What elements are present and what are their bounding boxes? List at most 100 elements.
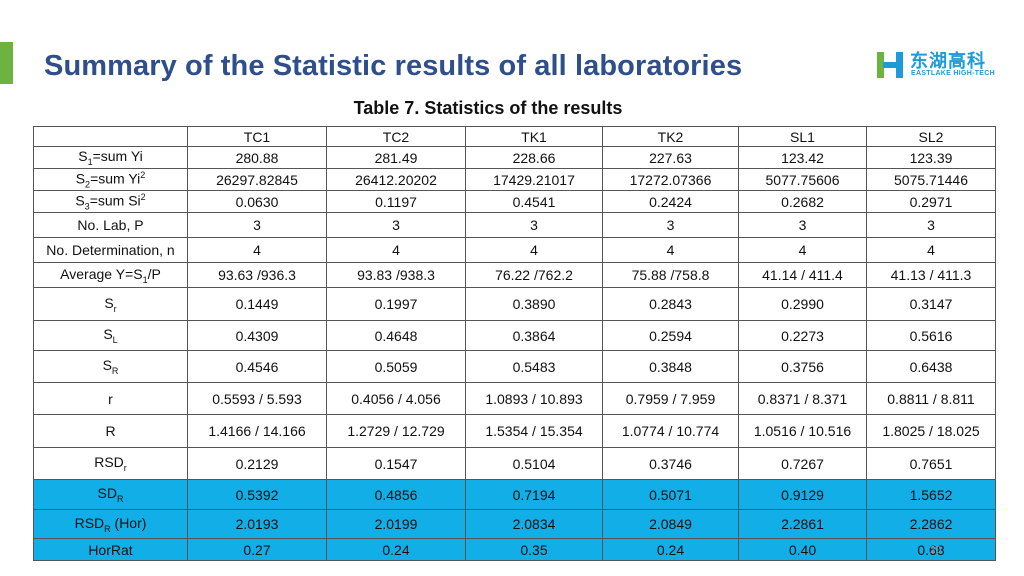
table-cell: 2.0193 [187, 509, 327, 539]
table-cell: 0.6438 [866, 350, 996, 383]
table-cell: 0.4541 [465, 190, 603, 213]
table-row: S1=sum Yi 280.88 281.49 228.66 227.63 123.42 1… [33, 146, 996, 169]
statistics-table: TC1 TC2 TK1 TK2 SL1 SL2 S1=sum Yi 280.88 2… [33, 126, 996, 561]
row-label-text: S [102, 357, 112, 374]
column-header: TC2 [326, 126, 466, 147]
row-label-superscript: 2 [140, 169, 146, 180]
row-label: r [33, 382, 188, 415]
table-cell: 0.35 [465, 538, 603, 561]
table-cell: 2.0849 [602, 509, 739, 539]
table-row: RSDr 0.2129 0.1547 0.5104 0.3746 0.7267 0.7651 [33, 447, 996, 480]
table-cell: 1.8025 / 18.025 [866, 414, 996, 448]
table-cell: 281.49 [326, 146, 466, 169]
table-cell: 0.4546 [187, 350, 327, 383]
table-cell: 2.2861 [738, 509, 867, 539]
row-label: R [33, 414, 188, 448]
row-label-suffix: /P [147, 265, 161, 282]
table-caption: Table 7. Statistics of the results [353, 98, 623, 118]
column-header: SL1 [738, 126, 867, 147]
row-label-text: S [103, 326, 113, 343]
row-label-text: Average Y=S [60, 265, 143, 282]
row-label: RSDr [33, 447, 188, 480]
table-cell: 5075.71446 [866, 168, 996, 191]
row-label-subscript: 3 [84, 201, 90, 212]
row-label-suffix: =sum Yi [90, 170, 141, 187]
table-cell: 1.4166 / 14.166 [187, 414, 327, 448]
table-row: SL 0.4309 0.4648 0.3864 0.2594 0.2273 0.5616 [33, 320, 996, 351]
table-cell: 93.63 /936.3 [187, 262, 327, 288]
row-label-text: SD [97, 485, 117, 502]
table-header-row: TC1 TC2 TK1 TK2 SL1 SL2 [33, 126, 996, 147]
logo-chinese-text: 东湖高科 [910, 51, 986, 72]
row-label: S2=sum Yi2 [33, 168, 188, 191]
row-label-suffix: (Hor) [110, 514, 147, 531]
table-cell: 1.0516 / 10.516 [738, 414, 867, 448]
corner-cell [33, 126, 188, 147]
table-row: r 0.5593 / 5.593 0.4056 / 4.056 1.0893 / 10… [33, 382, 996, 415]
row-label-text: RSD [94, 454, 124, 471]
table-cell: 123.39 [866, 146, 996, 169]
table-cell: 1.0774 / 10.774 [602, 414, 739, 448]
table-cell: 0.5392 [187, 479, 327, 510]
table-cell: 0.68 [866, 538, 996, 561]
table-cell: 2.0834 [465, 509, 603, 539]
table-cell: 0.3848 [602, 350, 739, 383]
row-label: RSDR (Hor) [33, 509, 188, 539]
table-cell: 0.5593 / 5.593 [187, 382, 327, 415]
row-label: SL [33, 320, 188, 351]
table-cell: 0.2424 [602, 190, 739, 213]
table-cell: 0.3746 [602, 447, 739, 480]
row-label-subscript: r [123, 462, 127, 473]
table-cell: 0.2990 [738, 287, 867, 321]
table-cell: 4 [465, 237, 603, 263]
row-label: No. Lab, P [33, 212, 188, 238]
table-cell: 1.2729 / 12.729 [326, 414, 466, 448]
table-cell: 2.2862 [866, 509, 996, 539]
table-cell: 0.2682 [738, 190, 867, 213]
logo-mark-icon [877, 52, 903, 78]
table-cell: 0.5071 [602, 479, 739, 510]
table-cell: 3 [866, 212, 996, 238]
table-cell: 0.7267 [738, 447, 867, 480]
table-cell: 0.1449 [187, 287, 327, 321]
row-label-text: RSD [74, 514, 105, 531]
row-label: S3=sum Si2 [33, 190, 188, 213]
table-cell: 227.63 [602, 146, 739, 169]
table-cell: 0.5616 [866, 320, 996, 351]
table-cell: 26412.20202 [326, 168, 466, 191]
row-label-subscript: 1 [142, 274, 148, 285]
row-label-text: S [78, 148, 88, 165]
table-cell: 0.2843 [602, 287, 739, 321]
table-row: SDR 0.5392 0.4856 0.7194 0.5071 0.9129 1.5652 [33, 479, 996, 510]
column-header: TC1 [187, 126, 327, 147]
row-label: Sr [33, 287, 188, 321]
table-cell: 3 [187, 212, 327, 238]
table-row: HorRat 0.27 0.24 0.35 0.24 0.40 0.68 [33, 538, 996, 561]
table-cell: 3 [602, 212, 739, 238]
row-label: Average Y=S1/P [33, 262, 188, 288]
table-cell: 17272.07366 [602, 168, 739, 191]
table-cell: 0.4056 / 4.056 [326, 382, 466, 415]
row-label: S1=sum Yi [33, 146, 188, 169]
table-cell: 0.7651 [866, 447, 996, 480]
table-cell: 0.8371 / 8.371 [738, 382, 867, 415]
row-label-subscript: 1 [87, 156, 93, 167]
table-cell: 0.3147 [866, 287, 996, 321]
table-cell: 0.3756 [738, 350, 867, 383]
table-row: S3=sum Si2 0.0630 0.1197 0.4541 0.2424 0.2682… [33, 190, 996, 213]
table-cell: 4 [738, 237, 867, 263]
table-cell: 0.3890 [465, 287, 603, 321]
table-cell: 26297.82845 [187, 168, 327, 191]
table-cell: 0.2594 [602, 320, 739, 351]
table-cell: 280.88 [187, 146, 327, 169]
table-row: RSDR (Hor) 2.0193 2.0199 2.0834 2.0849 2.2861… [33, 509, 996, 539]
table-cell: 0.5104 [465, 447, 603, 480]
row-label: SR [33, 350, 188, 383]
column-header: TK1 [465, 126, 603, 147]
table-cell: 5077.75606 [738, 168, 867, 191]
table-cell: 0.5059 [326, 350, 466, 383]
row-label-text: r [108, 390, 113, 407]
table-cell: 0.9129 [738, 479, 867, 510]
page-title: Summary of the Statistic results of all … [44, 50, 743, 82]
table-cell: 0.2273 [738, 320, 867, 351]
